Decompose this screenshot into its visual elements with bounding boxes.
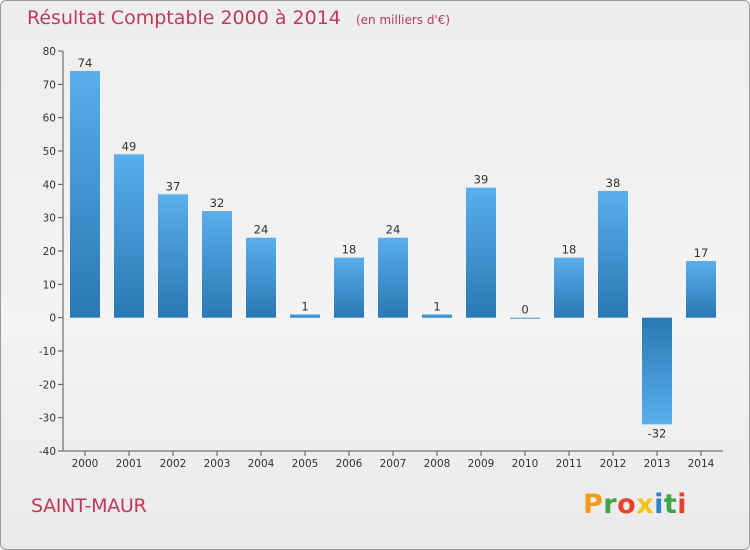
bar-2002 <box>158 194 188 318</box>
value-label-2012: 38 <box>606 176 621 190</box>
logo-letter: x <box>636 489 655 520</box>
bar-2012 <box>598 191 628 318</box>
logo-letter: r <box>603 489 618 520</box>
value-label-2007: 24 <box>386 223 401 237</box>
value-label-2013: -32 <box>648 426 667 440</box>
bar-2004 <box>246 237 276 318</box>
logo-letter: i <box>677 489 688 520</box>
x-tick-label-2007: 2007 <box>380 458 407 470</box>
y-tick-label: 80 <box>43 46 56 58</box>
bar-2009 <box>466 187 496 318</box>
value-label-2004: 24 <box>254 223 269 237</box>
bar-2006 <box>334 257 364 318</box>
logo-letter: t <box>663 489 678 520</box>
x-tick-label-2013: 2013 <box>644 458 671 470</box>
bar-2005 <box>290 314 320 318</box>
x-tick-label-2002: 2002 <box>160 458 187 470</box>
value-label-2009: 39 <box>474 173 489 187</box>
chart-subtitle: (en milliers d'€) <box>355 13 451 27</box>
logo-letter: P <box>583 489 604 520</box>
chart-title-block: Résultat Comptable 2000 à 2014 (en milli… <box>27 7 450 29</box>
x-tick-label-2009: 2009 <box>468 458 495 470</box>
x-tick-label-2006: 2006 <box>336 458 363 470</box>
x-tick-label-2014: 2014 <box>688 458 715 470</box>
x-tick-label-2011: 2011 <box>556 458 583 470</box>
value-label-2006: 18 <box>342 243 357 257</box>
value-label-2014: 17 <box>694 246 709 260</box>
value-label-2008: 1 <box>433 299 440 313</box>
x-tick-label-2003: 2003 <box>204 458 231 470</box>
y-tick-label: 50 <box>43 146 56 158</box>
bar-2003 <box>202 211 232 318</box>
bar-2007 <box>378 237 408 318</box>
bar-2014 <box>686 261 716 318</box>
bar-2008 <box>422 314 452 318</box>
value-label-2002: 37 <box>166 179 181 193</box>
bar-2001 <box>114 154 144 318</box>
x-tick-label-2001: 2001 <box>116 458 143 470</box>
proxiti-logo: Proxiti <box>583 489 687 520</box>
y-tick-label: 0 <box>49 313 56 325</box>
logo-letter: o <box>617 489 637 520</box>
x-tick-label-2012: 2012 <box>600 458 627 470</box>
bar-2013 <box>642 317 672 425</box>
bar-2010 <box>510 317 540 319</box>
y-tick-label: 10 <box>43 279 56 291</box>
y-tick-label: 20 <box>43 246 56 258</box>
chart-bars <box>70 71 716 425</box>
y-tick-label: -10 <box>39 346 56 358</box>
value-label-2003: 32 <box>210 196 225 210</box>
x-tick-label-2004: 2004 <box>248 458 275 470</box>
value-label-2005: 1 <box>301 299 308 313</box>
y-tick-label: -40 <box>39 446 56 458</box>
chart-labels: 74 49 37 32 24 1 18 24 1 39 0 18 38 -32 17 <box>78 56 709 440</box>
y-tick-label: 70 <box>43 79 56 91</box>
x-tick-label-2008: 2008 <box>424 458 451 470</box>
logo-letter: i <box>654 489 664 520</box>
chart-title: Résultat Comptable 2000 à 2014 <box>27 7 341 29</box>
value-label-2010: 0 <box>521 303 528 317</box>
x-tick-label-2000: 2000 <box>72 458 99 470</box>
y-tick-label: -30 <box>39 413 56 425</box>
value-label-2011: 18 <box>562 243 577 257</box>
y-tick-label: 40 <box>43 179 56 191</box>
value-label-2001: 49 <box>122 139 137 153</box>
bar-2000 <box>70 71 100 318</box>
value-label-2000: 74 <box>78 56 93 70</box>
y-tick-label: 60 <box>43 113 56 125</box>
bar-2011 <box>554 257 584 318</box>
y-tick-label: -20 <box>39 379 56 391</box>
city-name: SAINT-MAUR <box>31 495 147 517</box>
x-tick-label-2005: 2005 <box>292 458 319 470</box>
x-tick-label-2010: 2010 <box>512 458 539 470</box>
y-tick-label: 30 <box>43 213 56 225</box>
